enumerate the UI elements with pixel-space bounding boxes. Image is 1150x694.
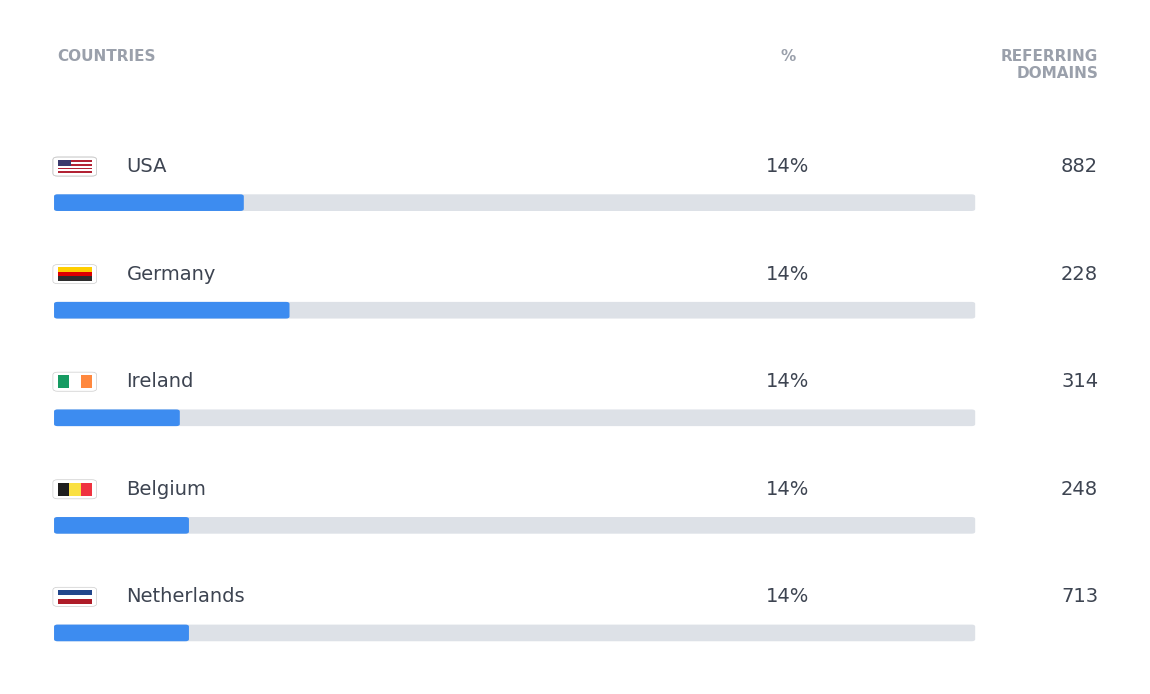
FancyBboxPatch shape [58, 267, 92, 272]
Text: 14%: 14% [766, 157, 810, 176]
Text: REFERRING
DOMAINS: REFERRING DOMAINS [1000, 49, 1098, 81]
FancyBboxPatch shape [58, 160, 92, 162]
FancyBboxPatch shape [58, 171, 92, 174]
FancyBboxPatch shape [54, 194, 244, 211]
FancyBboxPatch shape [54, 625, 189, 641]
FancyBboxPatch shape [58, 272, 92, 276]
Text: Belgium: Belgium [126, 480, 206, 499]
FancyBboxPatch shape [58, 375, 69, 389]
FancyBboxPatch shape [69, 482, 81, 496]
FancyBboxPatch shape [58, 599, 92, 604]
FancyBboxPatch shape [58, 169, 92, 171]
FancyBboxPatch shape [54, 302, 975, 319]
Text: 713: 713 [1061, 587, 1098, 607]
FancyBboxPatch shape [58, 167, 92, 169]
Text: COUNTRIES: COUNTRIES [58, 49, 156, 64]
FancyBboxPatch shape [54, 517, 975, 534]
FancyBboxPatch shape [58, 276, 92, 281]
Text: Germany: Germany [126, 264, 216, 284]
FancyBboxPatch shape [53, 157, 97, 176]
FancyBboxPatch shape [54, 302, 290, 319]
FancyBboxPatch shape [54, 409, 975, 426]
FancyBboxPatch shape [54, 409, 179, 426]
FancyBboxPatch shape [54, 625, 975, 641]
FancyBboxPatch shape [58, 162, 92, 164]
Text: Ireland: Ireland [126, 372, 194, 391]
Text: 314: 314 [1061, 372, 1098, 391]
Text: 248: 248 [1061, 480, 1098, 499]
FancyBboxPatch shape [58, 166, 92, 167]
FancyBboxPatch shape [69, 375, 81, 389]
Text: Netherlands: Netherlands [126, 587, 245, 607]
FancyBboxPatch shape [58, 595, 92, 599]
Text: 882: 882 [1061, 157, 1098, 176]
FancyBboxPatch shape [54, 194, 975, 211]
FancyBboxPatch shape [81, 482, 92, 496]
Text: 14%: 14% [766, 372, 810, 391]
Text: 14%: 14% [766, 587, 810, 607]
Text: 14%: 14% [766, 480, 810, 499]
FancyBboxPatch shape [54, 517, 189, 534]
Text: 228: 228 [1061, 264, 1098, 284]
FancyBboxPatch shape [58, 164, 92, 166]
FancyBboxPatch shape [58, 482, 69, 496]
FancyBboxPatch shape [58, 160, 71, 166]
FancyBboxPatch shape [58, 590, 92, 595]
FancyBboxPatch shape [81, 375, 92, 389]
Text: %: % [780, 49, 796, 64]
Text: 14%: 14% [766, 264, 810, 284]
Text: USA: USA [126, 157, 167, 176]
